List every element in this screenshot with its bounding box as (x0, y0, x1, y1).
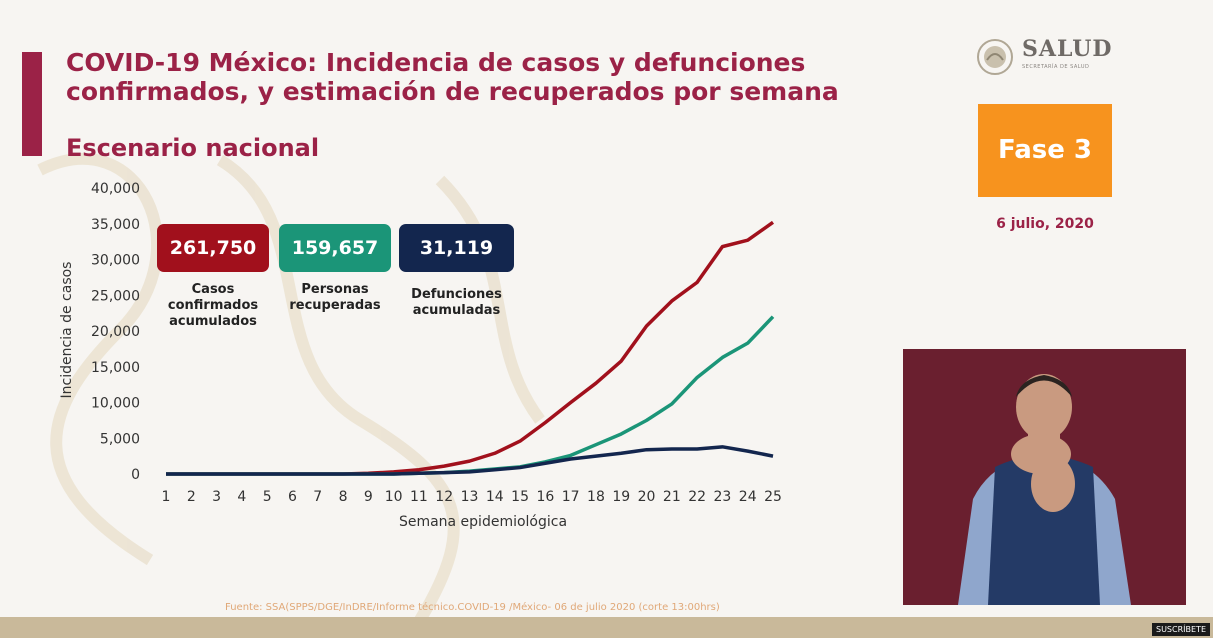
y-tick-label: 5,000 (100, 431, 140, 447)
confirmed-cases-value: 261,750 (157, 224, 269, 272)
x-tick-label: 12 (435, 489, 453, 505)
x-tick-label: 14 (486, 489, 504, 505)
x-tick-label: 22 (688, 489, 706, 505)
series-lines (166, 220, 775, 476)
y-tick-label: 0 (131, 467, 140, 483)
x-tick-label: 2 (187, 489, 196, 505)
subscribe-button[interactable]: SUSCRÍBETE (1152, 623, 1210, 636)
x-tick-label: 13 (461, 489, 479, 505)
page-title: COVID-19 México: Incidencia de casos y d… (66, 48, 839, 106)
page-subtitle: Escenario nacional (66, 134, 320, 162)
x-axis-ticks: 1 2 3 4 5 6 7 8 9 10 11 12 13 14 15 16 17 18 19 20 21 22 23 24 2… (162, 489, 782, 505)
y-tick-label: 15,000 (91, 360, 140, 376)
x-tick-label: 20 (638, 489, 656, 505)
phase-badge: Fase 3 (978, 104, 1112, 197)
cases-line-chart: 0 5,000 10,000 15,000 20,000 25,000 30,000 35,0… (59, 181, 782, 530)
y-tick-label: 10,000 (91, 396, 140, 412)
x-tick-label: 19 (612, 489, 630, 505)
accent-bar (22, 52, 42, 156)
confirmed-cases-label: Casos confirmados acumulados (167, 282, 259, 329)
deaths-label: Defunciones acumuladas (411, 287, 502, 318)
sign-language-interpreter-video (903, 349, 1186, 605)
x-tick-label: 24 (739, 489, 757, 505)
bottom-band (0, 617, 1213, 638)
seal-icon (977, 39, 1013, 75)
y-axis-label: Incidencia de casos (59, 262, 75, 399)
source-note: Fuente: SSA(SPPS/DGE/InDRE/Informe técni… (225, 602, 720, 613)
y-axis-ticks: 0 5,000 10,000 15,000 20,000 25,000 30,000 35,0… (91, 181, 140, 483)
x-tick-label: 11 (410, 489, 428, 505)
x-tick-label: 16 (536, 489, 554, 505)
y-tick-label: 40,000 (91, 181, 140, 197)
y-tick-label: 35,000 (91, 217, 140, 233)
x-tick-label: 8 (339, 489, 348, 505)
series-line-deaths (166, 445, 774, 476)
background-pattern (37, 152, 545, 624)
x-tick-label: 15 (511, 489, 529, 505)
x-tick-label: 6 (288, 489, 297, 505)
y-tick-label: 30,000 (91, 253, 140, 269)
recovered-label: Personas recuperadas (289, 282, 381, 313)
x-tick-label: 18 (587, 489, 605, 505)
x-axis-label: Semana epidemiológica (399, 514, 567, 530)
y-tick-label: 20,000 (91, 324, 140, 340)
salud-logo: SALUD SECRETARÍA DE SALUD (976, 36, 1126, 80)
x-tick-label: 4 (237, 489, 246, 505)
x-tick-label: 3 (212, 489, 221, 505)
x-tick-label: 5 (263, 489, 272, 505)
interpreter-figure (903, 349, 1186, 605)
x-tick-label: 23 (714, 489, 732, 505)
y-tick-label: 25,000 (91, 288, 140, 304)
x-tick-label: 25 (764, 489, 782, 505)
deaths-value: 31,119 (399, 224, 514, 272)
x-tick-label: 10 (385, 489, 403, 505)
x-tick-label: 1 (162, 489, 171, 505)
x-tick-label: 21 (663, 489, 681, 505)
report-date: 6 julio, 2020 (996, 216, 1094, 232)
x-tick-label: 9 (364, 489, 373, 505)
recovered-value: 159,657 (279, 224, 391, 272)
x-tick-label: 7 (313, 489, 322, 505)
logo-name: SALUD (1022, 36, 1113, 62)
x-tick-label: 17 (562, 489, 580, 505)
logo-subtitle: SECRETARÍA DE SALUD (1022, 64, 1090, 70)
